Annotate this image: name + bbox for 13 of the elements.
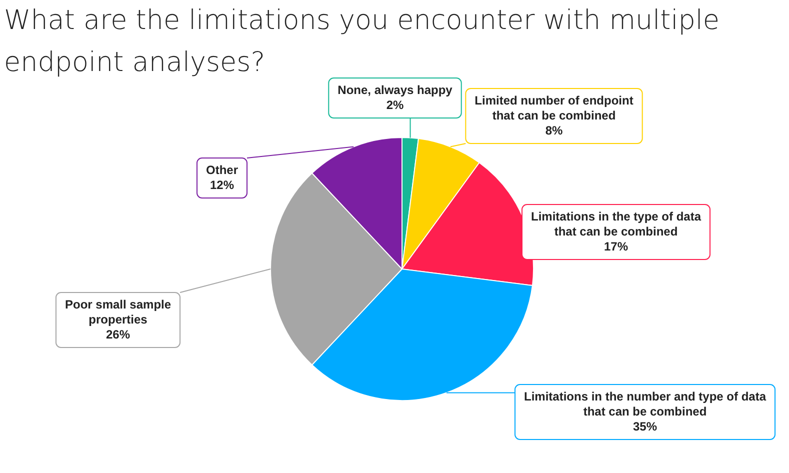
slice-label: None, always happy — [338, 82, 453, 97]
data-label: 35% — [632, 419, 658, 434]
data-label: 26% — [106, 327, 130, 342]
slice-label: Poor small sample properties — [64, 297, 172, 326]
slice-label: Limited number of endpoint that can be combined — [474, 93, 634, 122]
data-label: 8% — [545, 123, 563, 138]
slice-label: Limitations in the type of data that can be combined — [530, 209, 702, 238]
data-label: 2% — [386, 98, 404, 112]
data-label: 12% — [210, 178, 234, 192]
chart-title: What are the limitations you encounter with multiple endpoint analyses? — [4, 4, 720, 80]
data-label: 17% — [604, 239, 628, 254]
slice-label: Other — [206, 162, 238, 177]
slice-label: Limitations in the number and type of data that can be combined — [524, 389, 766, 418]
